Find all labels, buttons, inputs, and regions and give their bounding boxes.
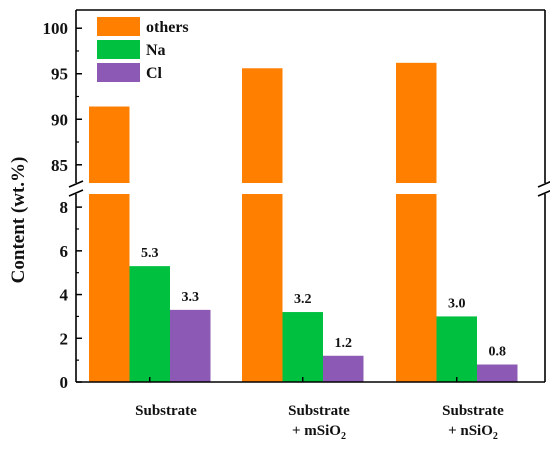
bar-others-2 — [396, 62, 437, 383]
bar-cl-2 — [477, 364, 518, 382]
data-label-cl-2: 0.8 — [489, 345, 507, 360]
break-mark-left-0 — [68, 180, 84, 188]
category-label-0: Substrate — [101, 401, 231, 421]
legend-swatch-cl — [97, 63, 140, 82]
category-label-1: Substrate + mSiO2 — [254, 401, 384, 447]
data-label-na-0: 5.3 — [141, 246, 159, 261]
data-label-na-2: 3.0 — [448, 296, 466, 311]
data-label-cl-1: 1.2 — [335, 336, 353, 351]
data-label-na-1: 3.2 — [294, 292, 312, 307]
y-tick-label-lower-4: 8 — [60, 198, 69, 217]
category-label-2: Substrate + nSiO2 — [408, 401, 538, 447]
break-mark-left-1 — [68, 189, 84, 197]
legend-label-na: Na — [146, 42, 166, 59]
bar-na-0 — [129, 266, 170, 382]
axis-break-gap — [77, 183, 544, 194]
category-label-0-line1: Substrate — [135, 403, 197, 419]
category-label-1-subscript: 2 — [340, 431, 346, 442]
bar-cl-0 — [170, 309, 211, 382]
y-tick-label-upper-3: 100 — [43, 19, 69, 38]
data-label-cl-0: 3.3 — [182, 290, 200, 305]
y-tick-label-upper-2: 95 — [51, 65, 68, 84]
y-axis-label: Content (wt.%) — [8, 157, 29, 284]
y-tick-label-lower-3: 6 — [60, 242, 69, 261]
bar-others-0 — [89, 106, 130, 382]
category-label-2-prefix: + nSiO — [448, 423, 493, 439]
category-label-1-line2: + mSiO2 — [254, 421, 384, 447]
y-tick-label-lower-2: 4 — [60, 286, 69, 305]
bar-na-2 — [436, 316, 477, 382]
bars-group: 5.3 3.2 3.0 3.3 1.2 0.8 — [77, 62, 544, 383]
bar-cl-1 — [323, 355, 364, 382]
axes-group: 0 2 4 6 8 85 90 95 100 — [43, 9, 550, 392]
legend-swatch-others — [97, 17, 140, 36]
legend-label-cl: Cl — [146, 65, 163, 82]
category-label-2-line1: Substrate — [442, 403, 504, 419]
legend-swatch-na — [97, 40, 140, 59]
legend: others Na Cl — [97, 17, 189, 82]
category-label-2-subscript: 2 — [492, 431, 498, 442]
category-label-2-line2: + nSiO2 — [408, 421, 538, 447]
y-tick-label-upper-1: 90 — [51, 110, 68, 129]
y-tick-label-upper-0: 85 — [51, 156, 68, 175]
bar-na-1 — [282, 312, 323, 382]
category-label-1-line1: Substrate — [288, 403, 350, 419]
legend-label-others: others — [146, 19, 189, 36]
category-label-1-prefix: + mSiO — [292, 423, 341, 439]
y-tick-label-lower-1: 2 — [60, 329, 69, 348]
bar-others-1 — [242, 68, 283, 382]
y-tick-label-lower-0: 0 — [60, 373, 69, 392]
